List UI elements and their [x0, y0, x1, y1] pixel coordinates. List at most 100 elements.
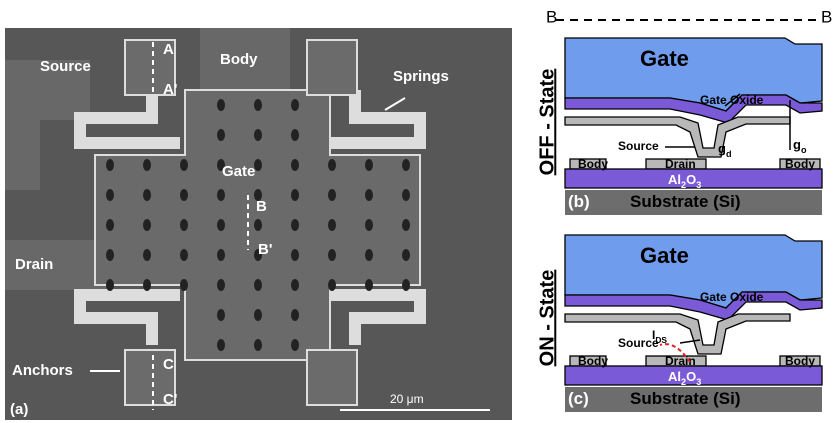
- etch-hole: [106, 219, 114, 231]
- etch-hole: [143, 279, 151, 291]
- etch-hole: [180, 279, 188, 291]
- micrograph: [5, 28, 512, 420]
- cut-label: A': [163, 81, 177, 98]
- label-drain: Drain: [15, 256, 53, 273]
- text-part: Drain: [665, 157, 696, 171]
- text-part: 3: [696, 377, 701, 387]
- text-part: Source: [618, 139, 659, 153]
- cut-label: A: [163, 41, 174, 58]
- etch-hole: [217, 99, 225, 111]
- label-springs: Springs: [393, 68, 449, 85]
- etch-hole: [291, 99, 299, 111]
- etch-hole: [254, 339, 262, 351]
- label-anchors: Anchors: [12, 362, 73, 379]
- etch-hole: [291, 309, 299, 321]
- etch-hole: [106, 159, 114, 171]
- figure: Source Body Springs Gate Drain Anchors A…: [0, 0, 834, 423]
- etch-hole: [365, 219, 373, 231]
- cut-label: C': [163, 391, 177, 408]
- etch-hole: [402, 219, 410, 231]
- text-part: o: [801, 145, 807, 155]
- state-label: OFF - State: [536, 69, 558, 176]
- text-part: Al: [668, 369, 681, 384]
- etch-hole: [217, 219, 225, 231]
- text-part: O: [686, 172, 696, 187]
- etch-hole: [254, 219, 262, 231]
- etch-hole: [143, 189, 151, 201]
- etch-hole: [217, 129, 225, 141]
- text-part: g: [718, 141, 726, 156]
- etch-hole: [328, 219, 336, 231]
- text-part: Gate: [640, 243, 689, 268]
- etch-hole: [402, 279, 410, 291]
- text-part: Substrate (Si): [630, 389, 741, 408]
- section-end: B: [546, 7, 557, 26]
- etch-hole: [365, 189, 373, 201]
- etch-hole: [106, 189, 114, 201]
- etch-hole: [328, 279, 336, 291]
- text-part: (c): [568, 389, 589, 408]
- etch-hole: [365, 279, 373, 291]
- etch-hole: [402, 189, 410, 201]
- gate-label: Gate: [640, 243, 689, 268]
- text-part: 3: [696, 180, 701, 190]
- etch-hole: [217, 189, 225, 201]
- gate-label: Gate: [640, 46, 689, 71]
- body-label: Body: [785, 157, 815, 171]
- etch-hole: [254, 129, 262, 141]
- etch-hole: [143, 249, 151, 261]
- etch-hole: [143, 219, 151, 231]
- cut-label: C: [163, 356, 174, 373]
- etch-hole: [180, 189, 188, 201]
- oxide-label: Gate Oxide: [700, 290, 764, 304]
- text-part: Drain: [665, 354, 696, 368]
- etch-hole: [106, 249, 114, 261]
- scale-bar: 20 μm: [390, 392, 424, 406]
- cut-label: B': [258, 241, 272, 258]
- text-part: Body: [578, 157, 608, 171]
- etch-hole: [254, 279, 262, 291]
- etch-hole: [402, 159, 410, 171]
- text-part: Body: [785, 354, 815, 368]
- etch-hole: [328, 159, 336, 171]
- etch-hole: [365, 159, 373, 171]
- etch-hole: [402, 249, 410, 261]
- etch-hole: [254, 309, 262, 321]
- etch-hole: [291, 129, 299, 141]
- etch-hole: [217, 339, 225, 351]
- etch-hole: [291, 279, 299, 291]
- etch-hole: [291, 249, 299, 261]
- text-part: Gate Oxide: [700, 290, 764, 304]
- drain-label: Drain: [665, 157, 696, 171]
- text-part: Substrate (Si): [630, 192, 741, 211]
- etch-hole: [217, 249, 225, 261]
- section-end: B: [821, 7, 832, 26]
- etch-hole: [180, 219, 188, 231]
- etch-hole: [180, 159, 188, 171]
- etch-hole: [106, 279, 114, 291]
- text-part: Gate: [640, 46, 689, 71]
- body-label: Body: [785, 354, 815, 368]
- etch-hole: [328, 189, 336, 201]
- state-label: ON - State: [536, 270, 558, 367]
- drain-label: Drain: [665, 354, 696, 368]
- etch-hole: [291, 159, 299, 171]
- etch-hole: [180, 249, 188, 261]
- etch-hole: [217, 309, 225, 321]
- etch-hole: [143, 159, 151, 171]
- etch-hole: [254, 99, 262, 111]
- source-label: Source: [618, 139, 659, 153]
- text-part: Body: [785, 157, 815, 171]
- label-body: Body: [220, 51, 258, 68]
- text-part: (b): [568, 192, 590, 211]
- body-label: Body: [578, 354, 608, 368]
- etch-hole: [291, 219, 299, 231]
- etch-hole: [365, 249, 373, 261]
- label-gate: Gate: [222, 163, 255, 180]
- text-part: Body: [578, 354, 608, 368]
- etch-hole: [291, 189, 299, 201]
- text-part: d: [726, 149, 732, 159]
- panel-label: (a): [10, 401, 28, 418]
- etch-hole: [291, 339, 299, 351]
- panel-label: (b): [568, 192, 590, 211]
